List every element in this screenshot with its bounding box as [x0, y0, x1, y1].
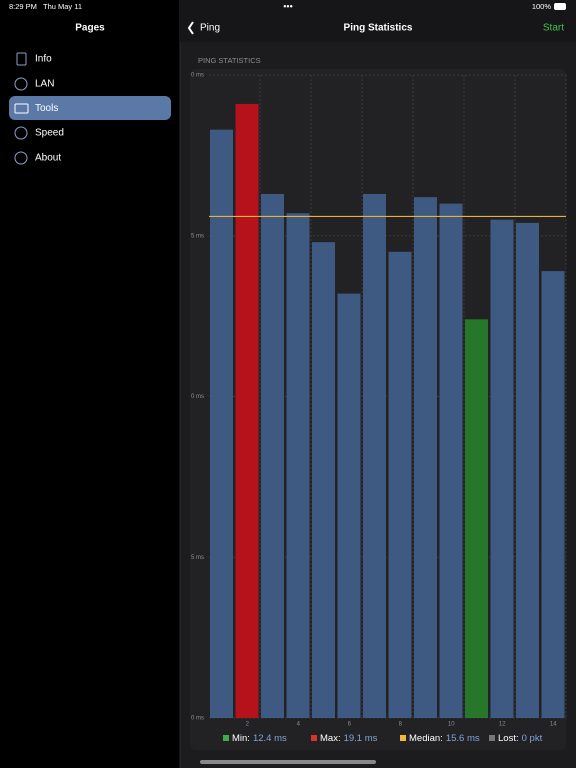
y-tick-label: 0 ms — [191, 716, 204, 722]
bar — [312, 242, 335, 718]
bar — [210, 129, 233, 718]
x-tick-label: 8 — [399, 722, 403, 728]
status-time: 8:29 PM — [9, 2, 37, 11]
section-header: PING STATISTICS — [198, 56, 261, 65]
x-tick-label: 4 — [297, 722, 301, 728]
bar — [235, 103, 259, 718]
sidebar-icons — [14, 52, 29, 165]
y-tick-label: 5 ms — [191, 555, 204, 561]
selected-item-bg — [9, 96, 171, 120]
legend-label: Lost: — [498, 733, 519, 744]
sidebar-title: Pages — [75, 23, 105, 34]
status-battery: 100% — [532, 2, 552, 11]
battery-icon — [554, 3, 566, 10]
back-chevron — [187, 21, 194, 35]
legend-value: 12.4 ms — [253, 733, 287, 744]
nav-title: Ping Statistics — [344, 23, 413, 34]
x-tick-label: 14 — [550, 722, 557, 728]
sidebar-item[interactable]: Tools — [35, 103, 58, 114]
legend-swatch — [223, 735, 229, 741]
legend-value: 15.6 ms — [446, 733, 480, 744]
back-button[interactable]: Ping — [200, 23, 220, 34]
bar — [490, 219, 514, 719]
x-tick-label: 2 — [246, 722, 250, 728]
multitask-dots: ••• — [283, 1, 292, 11]
x-tick-label: 10 — [448, 722, 455, 728]
bar — [337, 293, 361, 718]
bar — [465, 319, 488, 718]
start-button[interactable]: Start — [543, 23, 564, 34]
bar — [286, 213, 310, 718]
bar — [439, 203, 463, 719]
sidebar-item[interactable]: Info — [35, 54, 52, 65]
legend-swatch — [489, 735, 495, 741]
bar — [261, 193, 284, 718]
y-tick-label: 5 ms — [191, 233, 204, 239]
x-tick-label: 12 — [499, 722, 506, 728]
y-tick-label: 0 ms — [191, 73, 204, 79]
y-tick-label: 0 ms — [191, 394, 204, 400]
sidebar-item[interactable]: Speed — [35, 128, 64, 139]
home-indicator — [200, 760, 376, 764]
sidebar-item[interactable]: LAN — [35, 78, 54, 89]
sidebar-list: Info LAN Tools Speed About — [35, 54, 64, 164]
sidebar-item[interactable]: About — [35, 152, 61, 163]
legend-value: 0 pkt — [522, 733, 543, 744]
legend-label: Max: — [320, 733, 341, 744]
legend-label: Min: — [232, 733, 250, 744]
bar — [388, 251, 412, 718]
legend-label: Median: — [409, 733, 443, 744]
legend-value: 19.1 ms — [344, 733, 378, 744]
legend-swatch — [311, 735, 317, 741]
sidebar — [0, 0, 180, 768]
legend-swatch — [400, 735, 406, 741]
status-date: Thu May 11 — [43, 2, 82, 11]
x-tick-label: 6 — [348, 722, 352, 728]
bar — [414, 197, 437, 719]
bar — [516, 222, 539, 718]
bar — [363, 193, 386, 718]
nav-bar — [180, 0, 576, 42]
bar — [541, 271, 565, 718]
